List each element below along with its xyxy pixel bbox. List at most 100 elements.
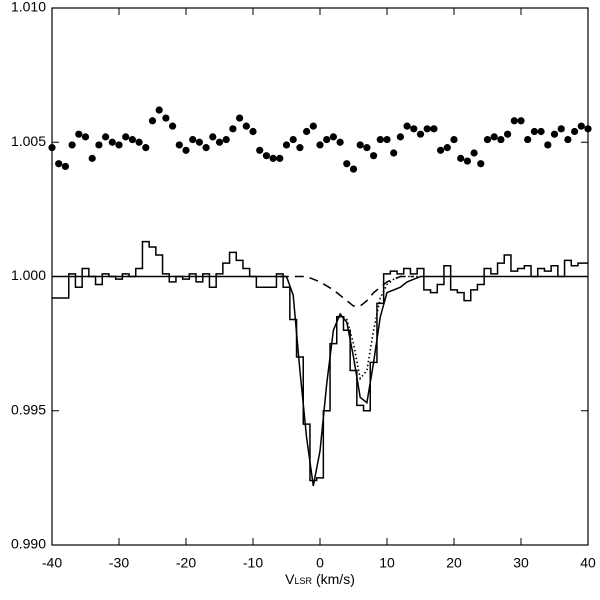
residual-point: [483, 135, 492, 144]
residual-point: [229, 125, 237, 133]
residual-point: [276, 154, 284, 162]
residual-point: [343, 160, 351, 168]
x-tick-label: 30: [513, 555, 529, 571]
residual-point: [215, 138, 224, 146]
fit-curve: [52, 275, 588, 487]
residual-point: [430, 125, 438, 133]
residual-point: [544, 141, 552, 149]
residual-point: [175, 141, 183, 149]
residual-point: [537, 127, 545, 136]
residual-point: [162, 114, 170, 122]
x-label-main: V: [285, 571, 295, 587]
residual-point: [75, 130, 83, 138]
residual-point: [564, 135, 572, 144]
fit-curve: [339, 275, 421, 381]
residual-point: [262, 152, 270, 160]
residual-point: [142, 144, 150, 152]
residual-point: [577, 122, 585, 130]
residual-point: [81, 133, 90, 141]
fit-curve: [279, 275, 414, 307]
residual-point: [410, 125, 418, 133]
residual-point: [135, 138, 143, 146]
residual-point: [169, 122, 177, 130]
residual-point: [517, 117, 525, 125]
residual-point: [497, 135, 505, 144]
x-tick-label: 20: [446, 555, 462, 571]
residual-point: [396, 133, 404, 141]
residual-point: [236, 114, 244, 122]
x-axis-label: VLSR (km/s): [285, 571, 355, 587]
residual-point: [128, 135, 136, 144]
residual-point: [450, 135, 458, 144]
residual-point: [457, 154, 465, 162]
x-label-unit: (km/s): [316, 571, 355, 587]
residual-point: [323, 135, 331, 144]
residual-point: [55, 160, 63, 168]
residual-point: [115, 141, 123, 149]
residual-point: [309, 122, 317, 130]
residual-point: [269, 154, 277, 162]
y-tick-label: 1.000: [11, 267, 46, 283]
residual-point: [383, 135, 391, 144]
residual-point: [490, 133, 498, 141]
residual-point: [504, 130, 512, 138]
residual-point: [222, 135, 230, 144]
residual-point: [242, 122, 250, 130]
x-tick-label: -30: [109, 555, 129, 571]
x-tick-label: -40: [42, 555, 62, 571]
y-tick-label: 1.010: [11, 0, 46, 15]
x-tick-label: -20: [176, 555, 196, 571]
residual-point: [249, 127, 257, 136]
residual-point: [61, 162, 69, 171]
residual-point: [256, 146, 264, 154]
residual-point: [584, 125, 592, 133]
y-tick-label: 1.005: [11, 133, 46, 149]
residual-point: [376, 135, 384, 144]
x-tick-label: 10: [379, 555, 395, 571]
residual-point: [470, 149, 478, 157]
x-tick-label: -10: [243, 555, 263, 571]
residual-point: [122, 133, 130, 141]
residual-point: [102, 133, 110, 141]
residual-point: [390, 149, 398, 157]
residual-point: [303, 127, 311, 136]
residual-point: [195, 138, 203, 146]
residual-point: [68, 141, 76, 149]
residual-point: [108, 138, 116, 146]
residual-point: [48, 144, 56, 152]
x-tick-label: 40: [580, 555, 596, 571]
residual-point: [209, 133, 217, 141]
y-tick-label: 0.990: [11, 536, 46, 552]
residual-point: [524, 135, 532, 144]
residual-point: [329, 133, 337, 141]
residual-point: [202, 144, 210, 152]
residual-point: [550, 130, 559, 138]
residual-point: [88, 154, 96, 162]
residual-point: [530, 127, 539, 136]
x-tick-label: 0: [316, 555, 324, 571]
residual-point: [289, 135, 297, 144]
residual-point: [437, 146, 445, 154]
residual-point: [363, 144, 371, 152]
y-tick-label: 0.995: [11, 401, 46, 417]
residual-point: [356, 141, 364, 149]
residual-point: [349, 165, 358, 173]
residual-point: [416, 130, 425, 138]
residual-point: [296, 144, 304, 152]
residual-point: [316, 141, 324, 149]
residual-point: [155, 106, 163, 114]
residual-point: [443, 144, 451, 152]
residual-point: [557, 125, 565, 133]
residual-point: [370, 152, 378, 160]
residual-point: [189, 135, 197, 144]
x-label-sub: LSR: [294, 576, 312, 586]
residual-point: [423, 125, 431, 133]
residual-point: [148, 117, 157, 125]
residual-point: [282, 141, 291, 149]
residual-point: [463, 157, 471, 165]
residual-point: [95, 141, 103, 149]
residual-point: [571, 127, 579, 136]
residual-point: [336, 138, 344, 146]
